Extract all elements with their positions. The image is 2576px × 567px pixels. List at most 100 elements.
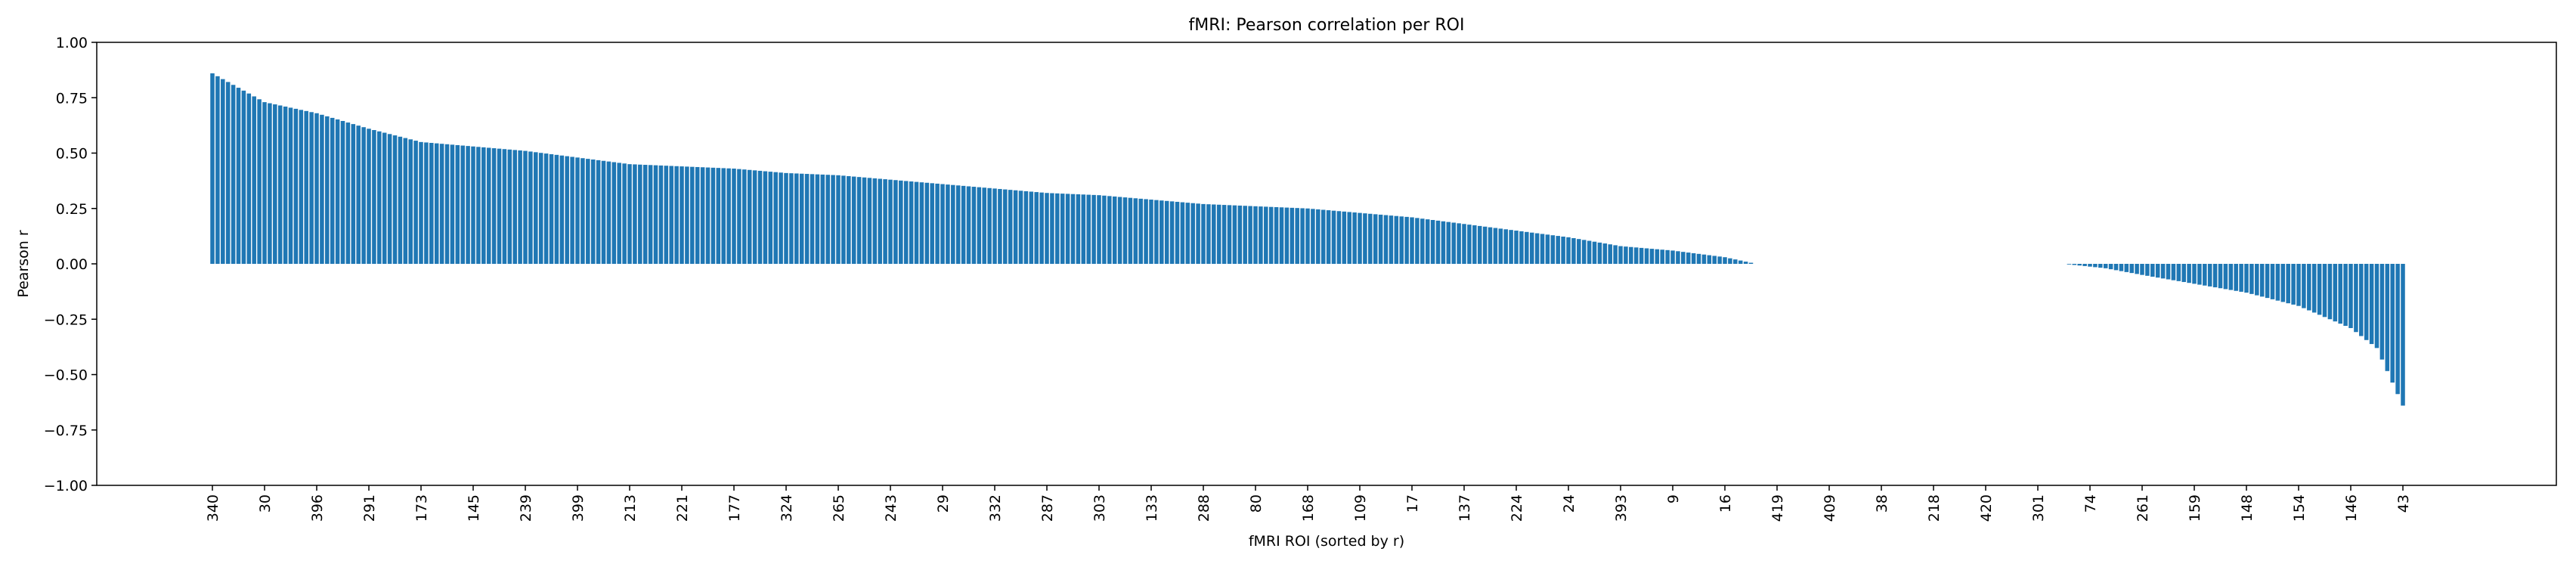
- bar: [1676, 251, 1680, 264]
- x-tick-label: 29: [935, 494, 952, 513]
- bar: [283, 106, 288, 264]
- bar: [1091, 194, 1096, 264]
- bar: [2311, 264, 2317, 313]
- y-tick-label: 0.75: [56, 90, 88, 107]
- bar: [1055, 193, 1060, 264]
- bar: [1592, 241, 1597, 264]
- bar: [1216, 204, 1221, 264]
- bar: [732, 169, 736, 264]
- bar: [512, 150, 517, 264]
- bar: [888, 179, 893, 264]
- bar: [940, 184, 945, 264]
- bar: [633, 164, 637, 264]
- bar: [1472, 225, 1477, 264]
- x-tick-label: 239: [518, 494, 534, 522]
- bar: [2302, 264, 2306, 308]
- bar-series: [210, 73, 2405, 406]
- bar: [825, 175, 830, 264]
- bar: [878, 178, 882, 264]
- bar: [444, 144, 450, 264]
- x-tick-label: 43: [2395, 494, 2412, 513]
- bar: [669, 166, 673, 264]
- x-tick-label: 145: [466, 494, 482, 522]
- bar: [575, 157, 580, 264]
- bar: [335, 119, 340, 264]
- bar: [2369, 264, 2374, 345]
- bar: [1691, 253, 1696, 264]
- bar: [606, 161, 611, 264]
- y-tick-label: 1.00: [56, 35, 88, 51]
- bar: [1013, 190, 1018, 264]
- bar: [1227, 205, 1232, 264]
- bar: [1701, 254, 1707, 264]
- bar: [1117, 197, 1122, 264]
- bar: [486, 147, 491, 264]
- bar: [1514, 231, 1519, 264]
- bar: [924, 182, 930, 264]
- bar: [2286, 264, 2290, 304]
- bar: [653, 165, 658, 264]
- bar: [2181, 264, 2186, 283]
- bar: [309, 112, 314, 264]
- bar: [2098, 264, 2103, 268]
- bar: [2307, 264, 2311, 311]
- bar: [2072, 264, 2077, 265]
- x-tick-label: 146: [2343, 494, 2360, 522]
- x-tick-label: 409: [1822, 494, 1838, 522]
- bar: [2150, 264, 2155, 277]
- bar: [1670, 250, 1675, 264]
- bar: [586, 159, 590, 264]
- bar: [429, 143, 434, 264]
- bar: [382, 132, 387, 264]
- x-tick-label: 287: [1039, 494, 1056, 522]
- bar: [1660, 249, 1664, 264]
- bar: [2171, 264, 2176, 280]
- bar: [1435, 220, 1441, 264]
- x-tick-label: 221: [674, 494, 691, 522]
- bar: [883, 179, 887, 264]
- bar: [1712, 256, 1717, 264]
- bar: [225, 82, 231, 264]
- x-tick-label: 213: [622, 494, 639, 522]
- bar: [893, 180, 898, 264]
- bar: [549, 153, 554, 264]
- bar: [1587, 240, 1592, 264]
- bar: [617, 163, 621, 264]
- bar: [2275, 264, 2280, 301]
- x-tick-label: 154: [2291, 494, 2308, 522]
- bar: [1274, 206, 1279, 264]
- bar: [1373, 214, 1378, 264]
- bar: [836, 175, 841, 264]
- bar: [1608, 244, 1612, 264]
- bar: [1581, 240, 1587, 264]
- bar: [987, 187, 992, 264]
- x-axis-ticks: 340 30 396 291 173 145 239 399 213 221 177 324 265 24…: [205, 485, 2412, 522]
- bar: [377, 131, 382, 264]
- bar: [2093, 264, 2098, 268]
- bar: [977, 187, 982, 264]
- bar: [658, 165, 664, 264]
- bar: [231, 85, 236, 264]
- bar: [1451, 222, 1456, 264]
- x-tick-label: 301: [2030, 494, 2047, 522]
- bar: [277, 105, 283, 264]
- bar: [392, 135, 398, 264]
- bar: [1029, 191, 1034, 264]
- bar: [1368, 213, 1373, 264]
- bar: [1430, 219, 1435, 264]
- bar: [413, 141, 418, 264]
- bar: [507, 149, 512, 264]
- bar: [596, 160, 601, 264]
- bar: [851, 176, 856, 264]
- bar: [1509, 230, 1513, 264]
- bar: [491, 148, 497, 264]
- bar: [815, 174, 820, 264]
- bar: [601, 160, 606, 264]
- bar: [2401, 264, 2405, 406]
- bar: [1264, 206, 1268, 264]
- bar: [955, 185, 961, 264]
- y-tick-label: −1.00: [44, 478, 88, 494]
- bar: [1097, 195, 1101, 264]
- bar: [1629, 246, 1633, 264]
- x-tick-label: 291: [361, 494, 378, 522]
